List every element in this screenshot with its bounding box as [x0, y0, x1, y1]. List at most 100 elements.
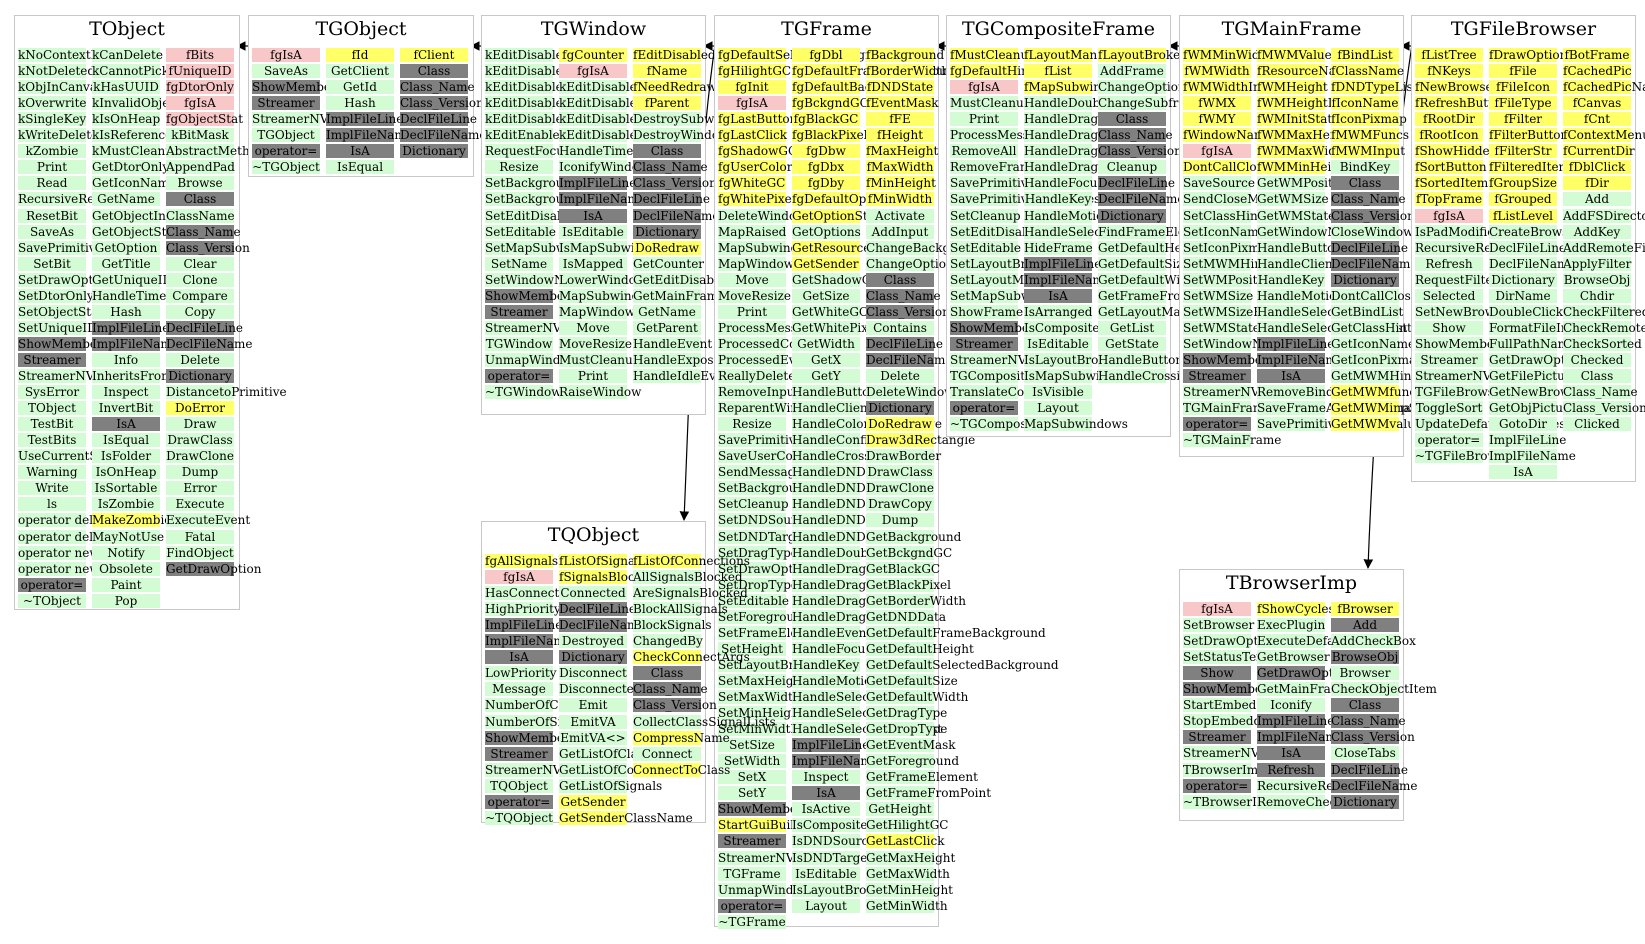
member-method: Notify [92, 545, 160, 560]
member-system: GetDrawOption [166, 561, 262, 576]
member-method: Warning [18, 465, 86, 480]
member-method: MapSubwindows [559, 288, 663, 303]
class-title: TGCompositeFrame [961, 18, 1155, 40]
member-system: Class [166, 192, 234, 207]
member-system: ShowMembers [18, 336, 109, 351]
member-system: Class [633, 666, 701, 681]
member-data: fgHilightGC [718, 64, 792, 79]
member-method: GetMaxHeight [866, 850, 956, 865]
member-data: fListOfSignals [559, 554, 646, 568]
member-data: fShowCycles [1257, 602, 1335, 616]
member-method: Write [18, 481, 86, 496]
member-data: fFile [1489, 64, 1557, 79]
member-system: ImplFileName [1257, 352, 1344, 367]
member-method: GetMainFrame [1257, 682, 1350, 697]
member-method: SetEditable [950, 240, 1022, 255]
member-method: GetCounter [633, 256, 705, 271]
member-method: kEditEnable [485, 128, 560, 143]
member-method: HandleSelectionRequest [1257, 320, 1407, 335]
member-method: IsActive [792, 802, 860, 817]
member-method: ShowFrame [950, 304, 1024, 319]
member-method: GetDefaultHeight [866, 641, 974, 656]
member-method: DrawClone [166, 449, 234, 464]
member-method: Print [18, 160, 86, 175]
member-method: SavePrimitive [950, 176, 1035, 191]
member-method: AddInput [866, 224, 934, 239]
member-method: StreamerNVirtual [1183, 746, 1293, 761]
member-method: IsOnHeap [92, 465, 160, 480]
member-method: DrawClass [866, 465, 934, 480]
member-data: fContextMenu [1563, 128, 1645, 143]
member-private: fBits [166, 48, 234, 62]
member-method: Inspect [792, 770, 860, 785]
member-data: fListLevel [1489, 208, 1557, 223]
member-system: ImplFileName [485, 634, 572, 649]
member-data: fRootDir [1415, 112, 1483, 127]
member-system: ImplFileLine [326, 112, 404, 127]
member-system: Class_Version [633, 176, 717, 191]
member-method: GotoDir [1489, 417, 1557, 432]
member-data: CheckConnectArgs [633, 650, 750, 665]
member-system: DeclFileLine [1331, 762, 1409, 777]
member-method: IconifyWindow [559, 160, 650, 175]
member-method: AddRemoteFile [1563, 240, 1645, 255]
member-system: Streamer [252, 96, 320, 111]
member-data: fEventMask [866, 96, 939, 111]
member-data: fgUserColor [718, 160, 793, 175]
member-method: HandleSelection [1257, 304, 1358, 319]
member-system: DeclFileLine [866, 336, 944, 351]
member-data: fSignalsBlocked [559, 570, 657, 585]
member-method: GetDragType [866, 706, 948, 721]
member-method: GetBlackGC [866, 561, 941, 576]
member-method: HandleDoubleClick [1024, 96, 1143, 111]
member-method: SetWMSizeHints [1183, 304, 1287, 319]
member-system: ImplFileName [792, 754, 879, 769]
member-method: HandleDNDEnter [792, 481, 900, 496]
member-method: GetFilePictures [1489, 369, 1584, 383]
member-private: fUniqueID [166, 64, 234, 79]
member-method: GetX [792, 352, 860, 367]
member-data: fRootIcon [1415, 128, 1483, 143]
member-system: Streamer [18, 352, 86, 367]
member-method: MapSubwindows [718, 240, 822, 255]
member-data: fMaxHeight [866, 144, 939, 159]
member-system: ImplFileLine [1257, 714, 1335, 729]
member-method: ~TGFileBrowser [1415, 449, 1517, 464]
member-private: fgIsA [1415, 208, 1483, 223]
member-method: ls [18, 497, 86, 512]
member-system: Dictionary [1331, 272, 1399, 287]
member-method: ProcessMessage [950, 128, 1051, 143]
member-method: RecursiveRemove [1415, 240, 1524, 255]
member-method: HandleDragEnter [792, 577, 901, 592]
member-method: HandleDragMotion [792, 609, 910, 624]
member-method: GetFrameElement [866, 770, 978, 785]
member-method: IsComposite [792, 818, 868, 833]
member-method: HandleColormapChange [792, 417, 942, 432]
class-title: TGMainFrame [1221, 18, 1362, 40]
member-method: SysError [18, 385, 86, 400]
member-method: SetMWMHints [1183, 256, 1274, 271]
member-method: Copy [166, 304, 234, 319]
member-method: GetBindList [1331, 304, 1404, 319]
member-private: fgIsA [1183, 602, 1251, 616]
member-method: GetNewBrowser [1489, 385, 1590, 400]
member-system: IsA [559, 208, 627, 223]
member-method: RemoveBind [1257, 385, 1334, 400]
member-data: fBotFrame [1563, 48, 1631, 62]
member-method: IsMapSubwindows [559, 240, 674, 255]
member-data: fSortButton [1415, 160, 1487, 175]
member-method: ProcessMessage [718, 320, 819, 335]
member-method: ~TBrowserImp [1183, 794, 1276, 809]
member-data: fWMMaxWidth [1257, 144, 1349, 159]
member-private: fgIsA [718, 96, 786, 111]
member-method: GetBackground [866, 529, 962, 544]
member-method: BlockSignals [633, 618, 712, 633]
member-data: fEditDisabled [633, 48, 716, 62]
member-method: ChangeOptions [1098, 80, 1192, 95]
member-system: Class_Name [1098, 128, 1173, 143]
member-method: IsA [1489, 465, 1557, 480]
member-data: fIconPixmap [1331, 112, 1407, 127]
member-method: GetWMSize [1257, 192, 1329, 207]
member-system: ShowMembers [485, 730, 576, 745]
member-system: BrowseObj [1331, 650, 1399, 665]
